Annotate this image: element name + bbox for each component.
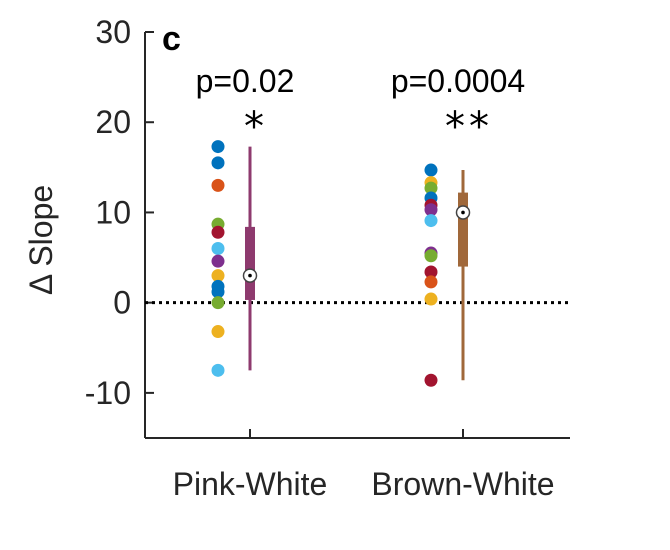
y-tick-label: 20 <box>95 104 131 140</box>
group-pink-white: p=0.02 * <box>196 63 295 377</box>
y-tick-label: 10 <box>95 194 131 230</box>
data-point <box>424 163 438 177</box>
x-axis-ticks: Pink-White Brown-White <box>173 429 555 502</box>
significance-stars: ** <box>445 104 493 150</box>
data-point <box>424 214 438 228</box>
data-point <box>211 325 225 339</box>
data-point <box>424 203 438 217</box>
data-point <box>424 373 438 387</box>
data-point <box>211 140 225 154</box>
data-point <box>211 178 225 192</box>
data-point <box>424 249 438 263</box>
y-axis-ticks: 30 20 10 0 -10 <box>85 14 154 411</box>
median-dot <box>461 210 465 215</box>
data-point <box>424 265 438 279</box>
data-point <box>211 156 225 170</box>
data-point <box>211 363 225 377</box>
data-point <box>424 181 438 195</box>
p-value-label: p=0.02 <box>196 63 295 99</box>
y-tick-label: -10 <box>85 375 131 411</box>
iqr-box <box>458 192 468 267</box>
data-point <box>424 292 438 306</box>
data-point <box>211 269 225 283</box>
y-tick-label: 0 <box>113 285 131 321</box>
iqr-box <box>245 226 255 300</box>
panel-label: c <box>162 20 181 58</box>
data-point <box>211 225 225 239</box>
data-point <box>211 242 225 256</box>
groups: p=0.02 * p=0.0004 ** <box>196 63 525 387</box>
y-axis-title: Δ Slope <box>23 185 59 295</box>
data-point <box>424 275 438 289</box>
data-point <box>211 254 225 268</box>
x-tick-label: Pink-White <box>173 466 328 502</box>
group-brown-white: p=0.0004 ** <box>391 63 525 387</box>
data-point <box>211 296 225 310</box>
median-dot <box>248 273 252 278</box>
data-point <box>211 285 225 299</box>
x-tick-label: Brown-White <box>371 466 554 502</box>
y-tick-label: 30 <box>95 14 131 50</box>
p-value-label: p=0.0004 <box>391 63 525 99</box>
significance-stars: * <box>244 104 268 150</box>
